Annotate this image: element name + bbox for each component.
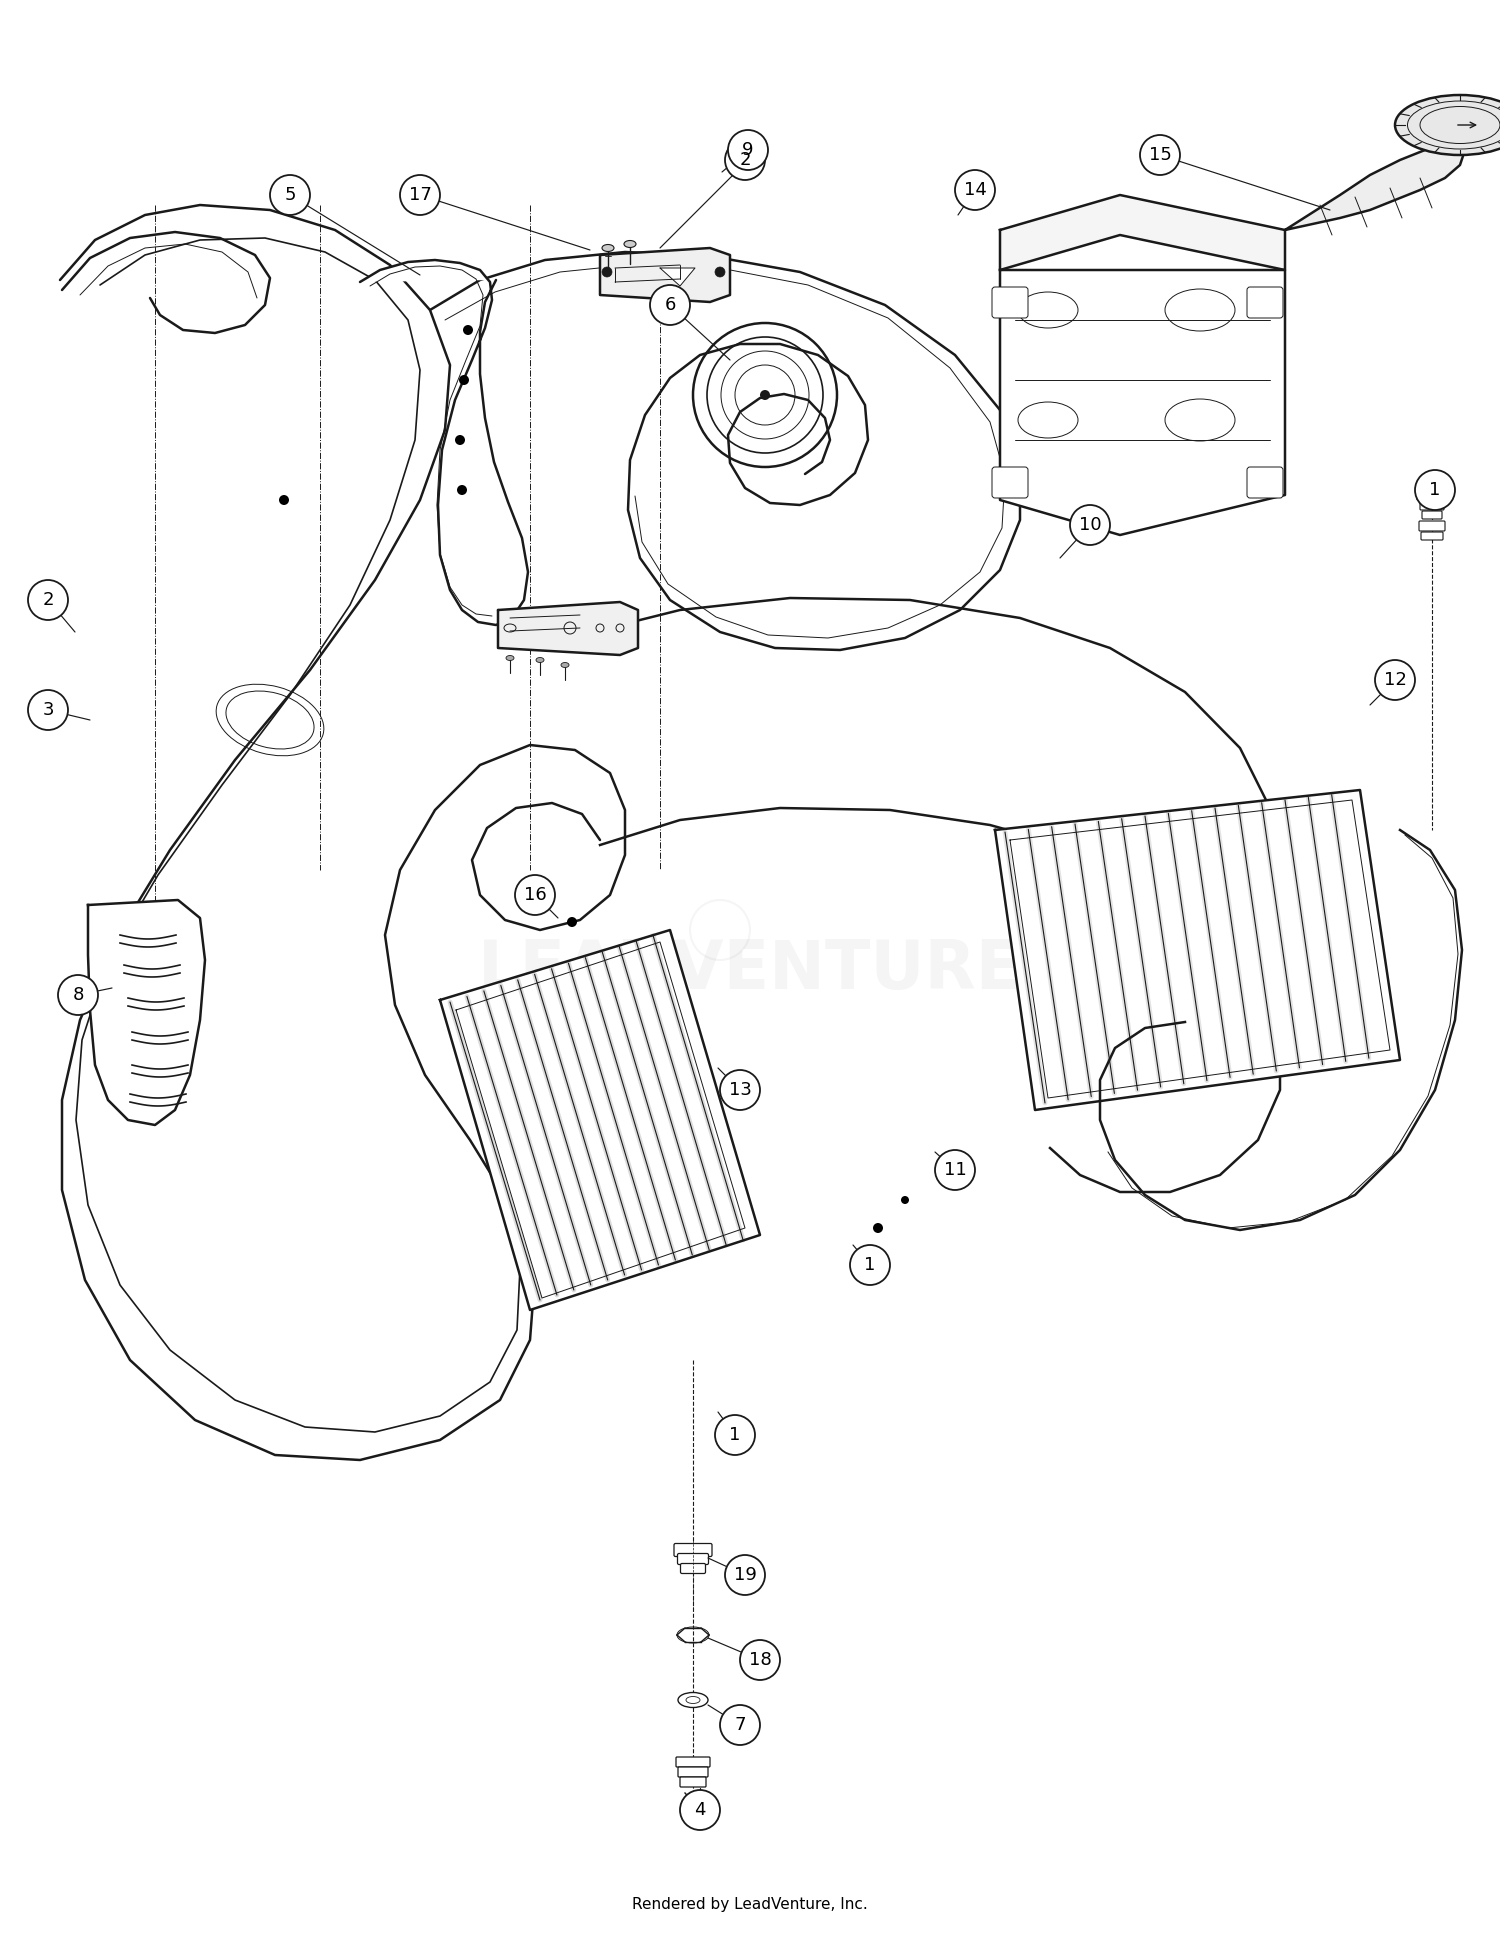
FancyBboxPatch shape [674, 1543, 712, 1557]
Circle shape [458, 485, 466, 495]
Text: 2: 2 [42, 590, 54, 609]
Text: 8: 8 [72, 986, 84, 1003]
Text: 18: 18 [748, 1652, 771, 1669]
Polygon shape [660, 268, 694, 285]
Text: 1: 1 [1430, 481, 1440, 499]
Circle shape [464, 324, 472, 336]
Circle shape [716, 268, 724, 278]
Text: 11: 11 [944, 1161, 966, 1178]
Circle shape [279, 495, 290, 505]
Polygon shape [600, 248, 730, 303]
Circle shape [902, 1196, 909, 1203]
Text: 6: 6 [664, 295, 675, 314]
Text: 3: 3 [42, 701, 54, 718]
Circle shape [724, 1555, 765, 1596]
Circle shape [850, 1244, 889, 1285]
Circle shape [956, 171, 994, 210]
Circle shape [650, 285, 690, 324]
Circle shape [1414, 470, 1455, 510]
Text: 16: 16 [524, 885, 546, 905]
Polygon shape [430, 252, 1020, 650]
Circle shape [720, 1069, 760, 1110]
Circle shape [602, 268, 612, 278]
FancyBboxPatch shape [678, 1553, 708, 1564]
Polygon shape [498, 602, 638, 654]
FancyBboxPatch shape [1246, 468, 1282, 499]
Polygon shape [440, 930, 760, 1310]
Circle shape [28, 580, 68, 619]
FancyBboxPatch shape [992, 287, 1028, 318]
Polygon shape [1286, 146, 1466, 229]
FancyBboxPatch shape [992, 468, 1028, 499]
FancyBboxPatch shape [681, 1564, 705, 1574]
Circle shape [514, 875, 555, 914]
Text: 15: 15 [1149, 146, 1172, 163]
Polygon shape [88, 901, 206, 1126]
Ellipse shape [536, 658, 544, 662]
Polygon shape [1100, 831, 1462, 1231]
Text: 17: 17 [408, 186, 432, 204]
Ellipse shape [678, 1693, 708, 1708]
Circle shape [1376, 660, 1414, 701]
Ellipse shape [506, 656, 515, 660]
Text: 7: 7 [735, 1716, 746, 1733]
Circle shape [724, 140, 765, 181]
Text: LEADVENTURE: LEADVENTURE [478, 938, 1022, 1003]
Ellipse shape [1395, 95, 1500, 155]
Text: 1: 1 [729, 1427, 741, 1444]
Circle shape [400, 175, 439, 215]
Text: 1: 1 [864, 1256, 876, 1273]
Circle shape [1070, 505, 1110, 545]
Ellipse shape [602, 245, 613, 252]
FancyBboxPatch shape [1419, 520, 1444, 532]
Circle shape [680, 1790, 720, 1830]
Text: 9: 9 [742, 142, 753, 159]
Circle shape [740, 1640, 780, 1681]
Text: 19: 19 [734, 1566, 756, 1584]
Polygon shape [994, 790, 1400, 1110]
Circle shape [720, 1704, 760, 1745]
Ellipse shape [624, 241, 636, 248]
FancyBboxPatch shape [680, 1778, 706, 1788]
Text: 10: 10 [1078, 516, 1101, 534]
Text: 12: 12 [1383, 672, 1407, 689]
Polygon shape [60, 206, 626, 1460]
FancyBboxPatch shape [676, 1757, 710, 1766]
FancyBboxPatch shape [1420, 532, 1443, 540]
FancyBboxPatch shape [1422, 510, 1442, 518]
Text: 4: 4 [694, 1801, 705, 1819]
Circle shape [760, 390, 770, 400]
Circle shape [459, 375, 470, 384]
FancyBboxPatch shape [1246, 287, 1282, 318]
Circle shape [454, 435, 465, 444]
Circle shape [567, 916, 578, 928]
Circle shape [716, 1415, 754, 1456]
Ellipse shape [561, 662, 568, 668]
Text: 13: 13 [729, 1081, 752, 1099]
Polygon shape [1000, 194, 1286, 270]
Polygon shape [360, 260, 528, 625]
Circle shape [28, 689, 68, 730]
Circle shape [873, 1223, 883, 1233]
Circle shape [58, 974, 98, 1015]
Circle shape [1140, 136, 1180, 175]
FancyBboxPatch shape [1418, 489, 1448, 501]
Text: 14: 14 [963, 181, 987, 200]
Polygon shape [1000, 270, 1286, 536]
Circle shape [270, 175, 310, 215]
FancyBboxPatch shape [678, 1766, 708, 1778]
FancyBboxPatch shape [1420, 501, 1444, 510]
Circle shape [728, 130, 768, 171]
Text: Rendered by LeadVenture, Inc.: Rendered by LeadVenture, Inc. [632, 1898, 868, 1912]
Circle shape [934, 1149, 975, 1190]
Text: 5: 5 [285, 186, 296, 204]
Text: 2: 2 [740, 151, 750, 169]
